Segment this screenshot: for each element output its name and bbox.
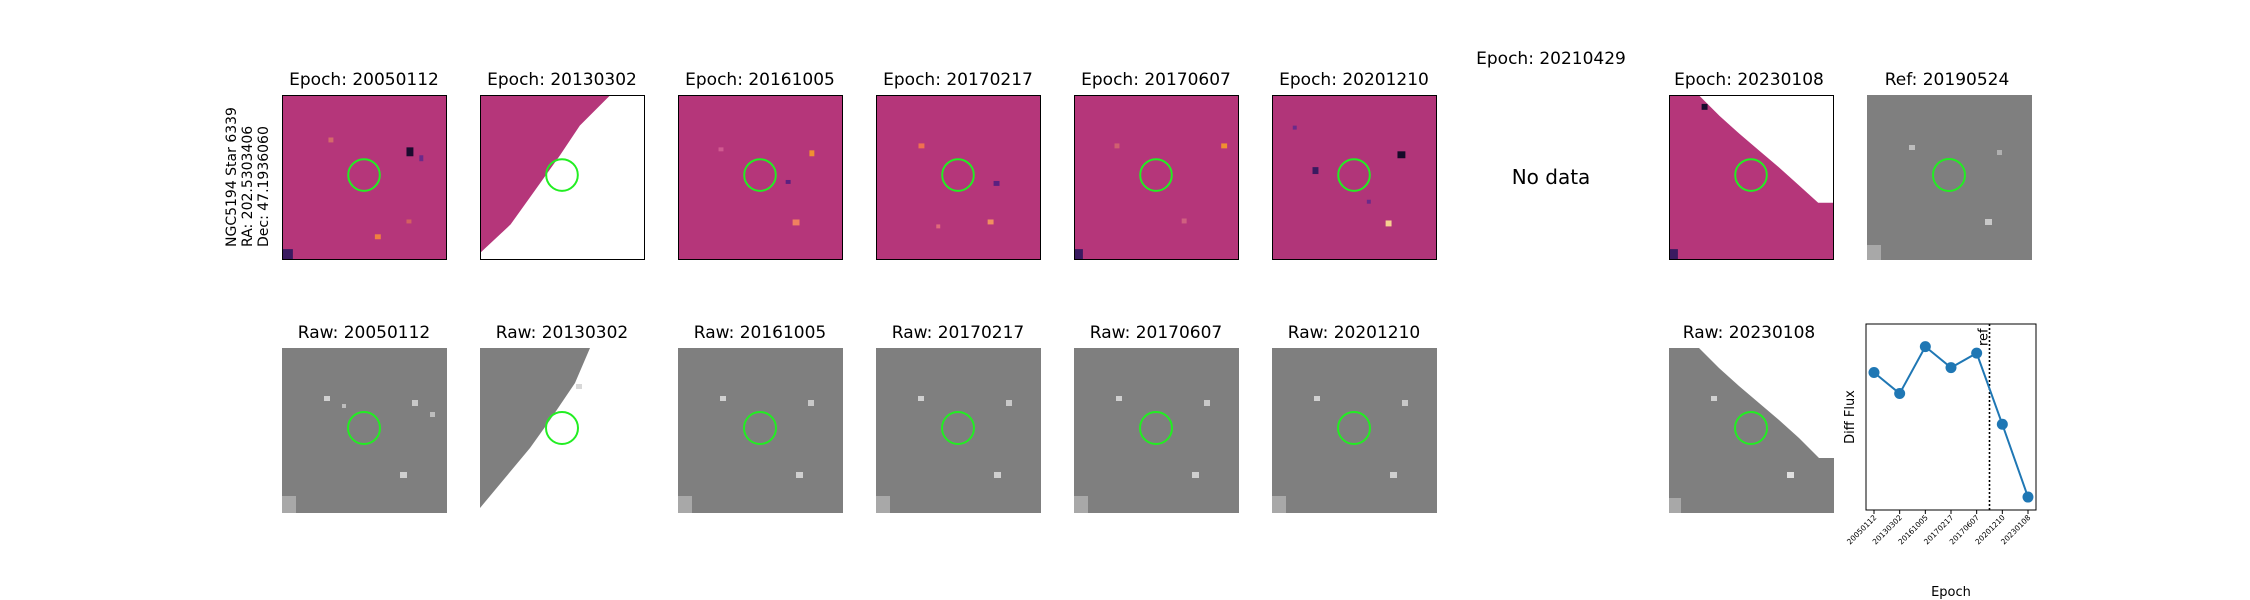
raw-panel-3 <box>678 348 843 513</box>
star-label: NGC5194 Star 6339 RA: 202.5303406 Dec: 4… <box>224 107 272 247</box>
target-circle <box>1139 158 1173 192</box>
diff-panel-2 <box>480 95 645 260</box>
data-point <box>1868 367 1880 379</box>
target-circle <box>545 158 579 192</box>
raw-title-1: Raw: 20050112 <box>297 323 431 343</box>
target-circle <box>743 158 777 192</box>
diff-title-5: Epoch: 20170607 <box>1081 70 1231 90</box>
diff-panel-8 <box>1669 95 1834 260</box>
raw-panel-4 <box>876 348 1041 513</box>
diff-panel-4 <box>876 95 1041 260</box>
raw-panel-6 <box>1272 348 1437 513</box>
target-circle <box>347 158 381 192</box>
target-circle <box>1932 158 1966 192</box>
target-circle <box>1337 158 1371 192</box>
raw-title-5: Raw: 20170607 <box>1089 323 1223 343</box>
no-data-text: No data <box>1511 165 1591 189</box>
diff-title-3: Epoch: 20161005 <box>685 70 835 90</box>
ref-label: ref <box>1977 328 1992 346</box>
target-circle <box>941 411 975 445</box>
data-point <box>1996 418 2008 430</box>
diff-title-6: Epoch: 20201210 <box>1279 70 1429 90</box>
raw-panel-5 <box>1074 348 1239 513</box>
light-curve-chart: 2005011220130302201610052017021720170607… <box>1843 323 2037 600</box>
raw-title-7: Raw: 20230108 <box>1682 323 1816 343</box>
y-axis-label: Diff Flux <box>1843 390 1858 444</box>
target-circle <box>941 158 975 192</box>
target-circle <box>743 411 777 445</box>
diff-title-1: Epoch: 20050112 <box>289 70 439 90</box>
raw-title-4: Raw: 20170217 <box>891 323 1025 343</box>
diff-title-2: Epoch: 20130302 <box>487 70 637 90</box>
data-point <box>2022 491 2034 503</box>
data-point <box>1919 341 1931 353</box>
x-axis-label: Epoch <box>1931 585 1971 600</box>
star-name: NGC5194 Star 6339 <box>224 107 240 247</box>
target-circle <box>347 411 381 445</box>
diff-panel-1 <box>282 95 447 260</box>
diff-panel-6 <box>1272 95 1437 260</box>
diff-title-8: Epoch: 20230108 <box>1674 70 1824 90</box>
plot-frame <box>1865 323 2037 511</box>
diff-panel-5 <box>1074 95 1239 260</box>
raw-panel-1 <box>282 348 447 513</box>
data-point <box>1971 347 1983 359</box>
target-circle <box>545 411 579 445</box>
ref-panel <box>1867 95 2032 260</box>
target-circle <box>1734 411 1768 445</box>
star-ra: RA: 202.5303406 <box>240 125 256 247</box>
ref-title: Ref: 20190524 <box>1884 70 2010 90</box>
data-point <box>1945 362 1957 374</box>
diff-title-7: Epoch: 20210429 <box>1476 49 1626 69</box>
raw-panel-7 <box>1669 348 1834 513</box>
raw-title-2: Raw: 20130302 <box>495 323 629 343</box>
raw-title-3: Raw: 20161005 <box>693 323 827 343</box>
target-circle <box>1337 411 1371 445</box>
data-point <box>1894 388 1906 400</box>
target-circle <box>1734 158 1768 192</box>
raw-panel-2 <box>480 348 645 513</box>
diff-title-4: Epoch: 20170217 <box>883 70 1033 90</box>
raw-title-6: Raw: 20201210 <box>1287 323 1421 343</box>
target-circle <box>1139 411 1173 445</box>
diff-panel-3 <box>678 95 843 260</box>
star-dec: Dec: 47.1936060 <box>256 126 272 247</box>
